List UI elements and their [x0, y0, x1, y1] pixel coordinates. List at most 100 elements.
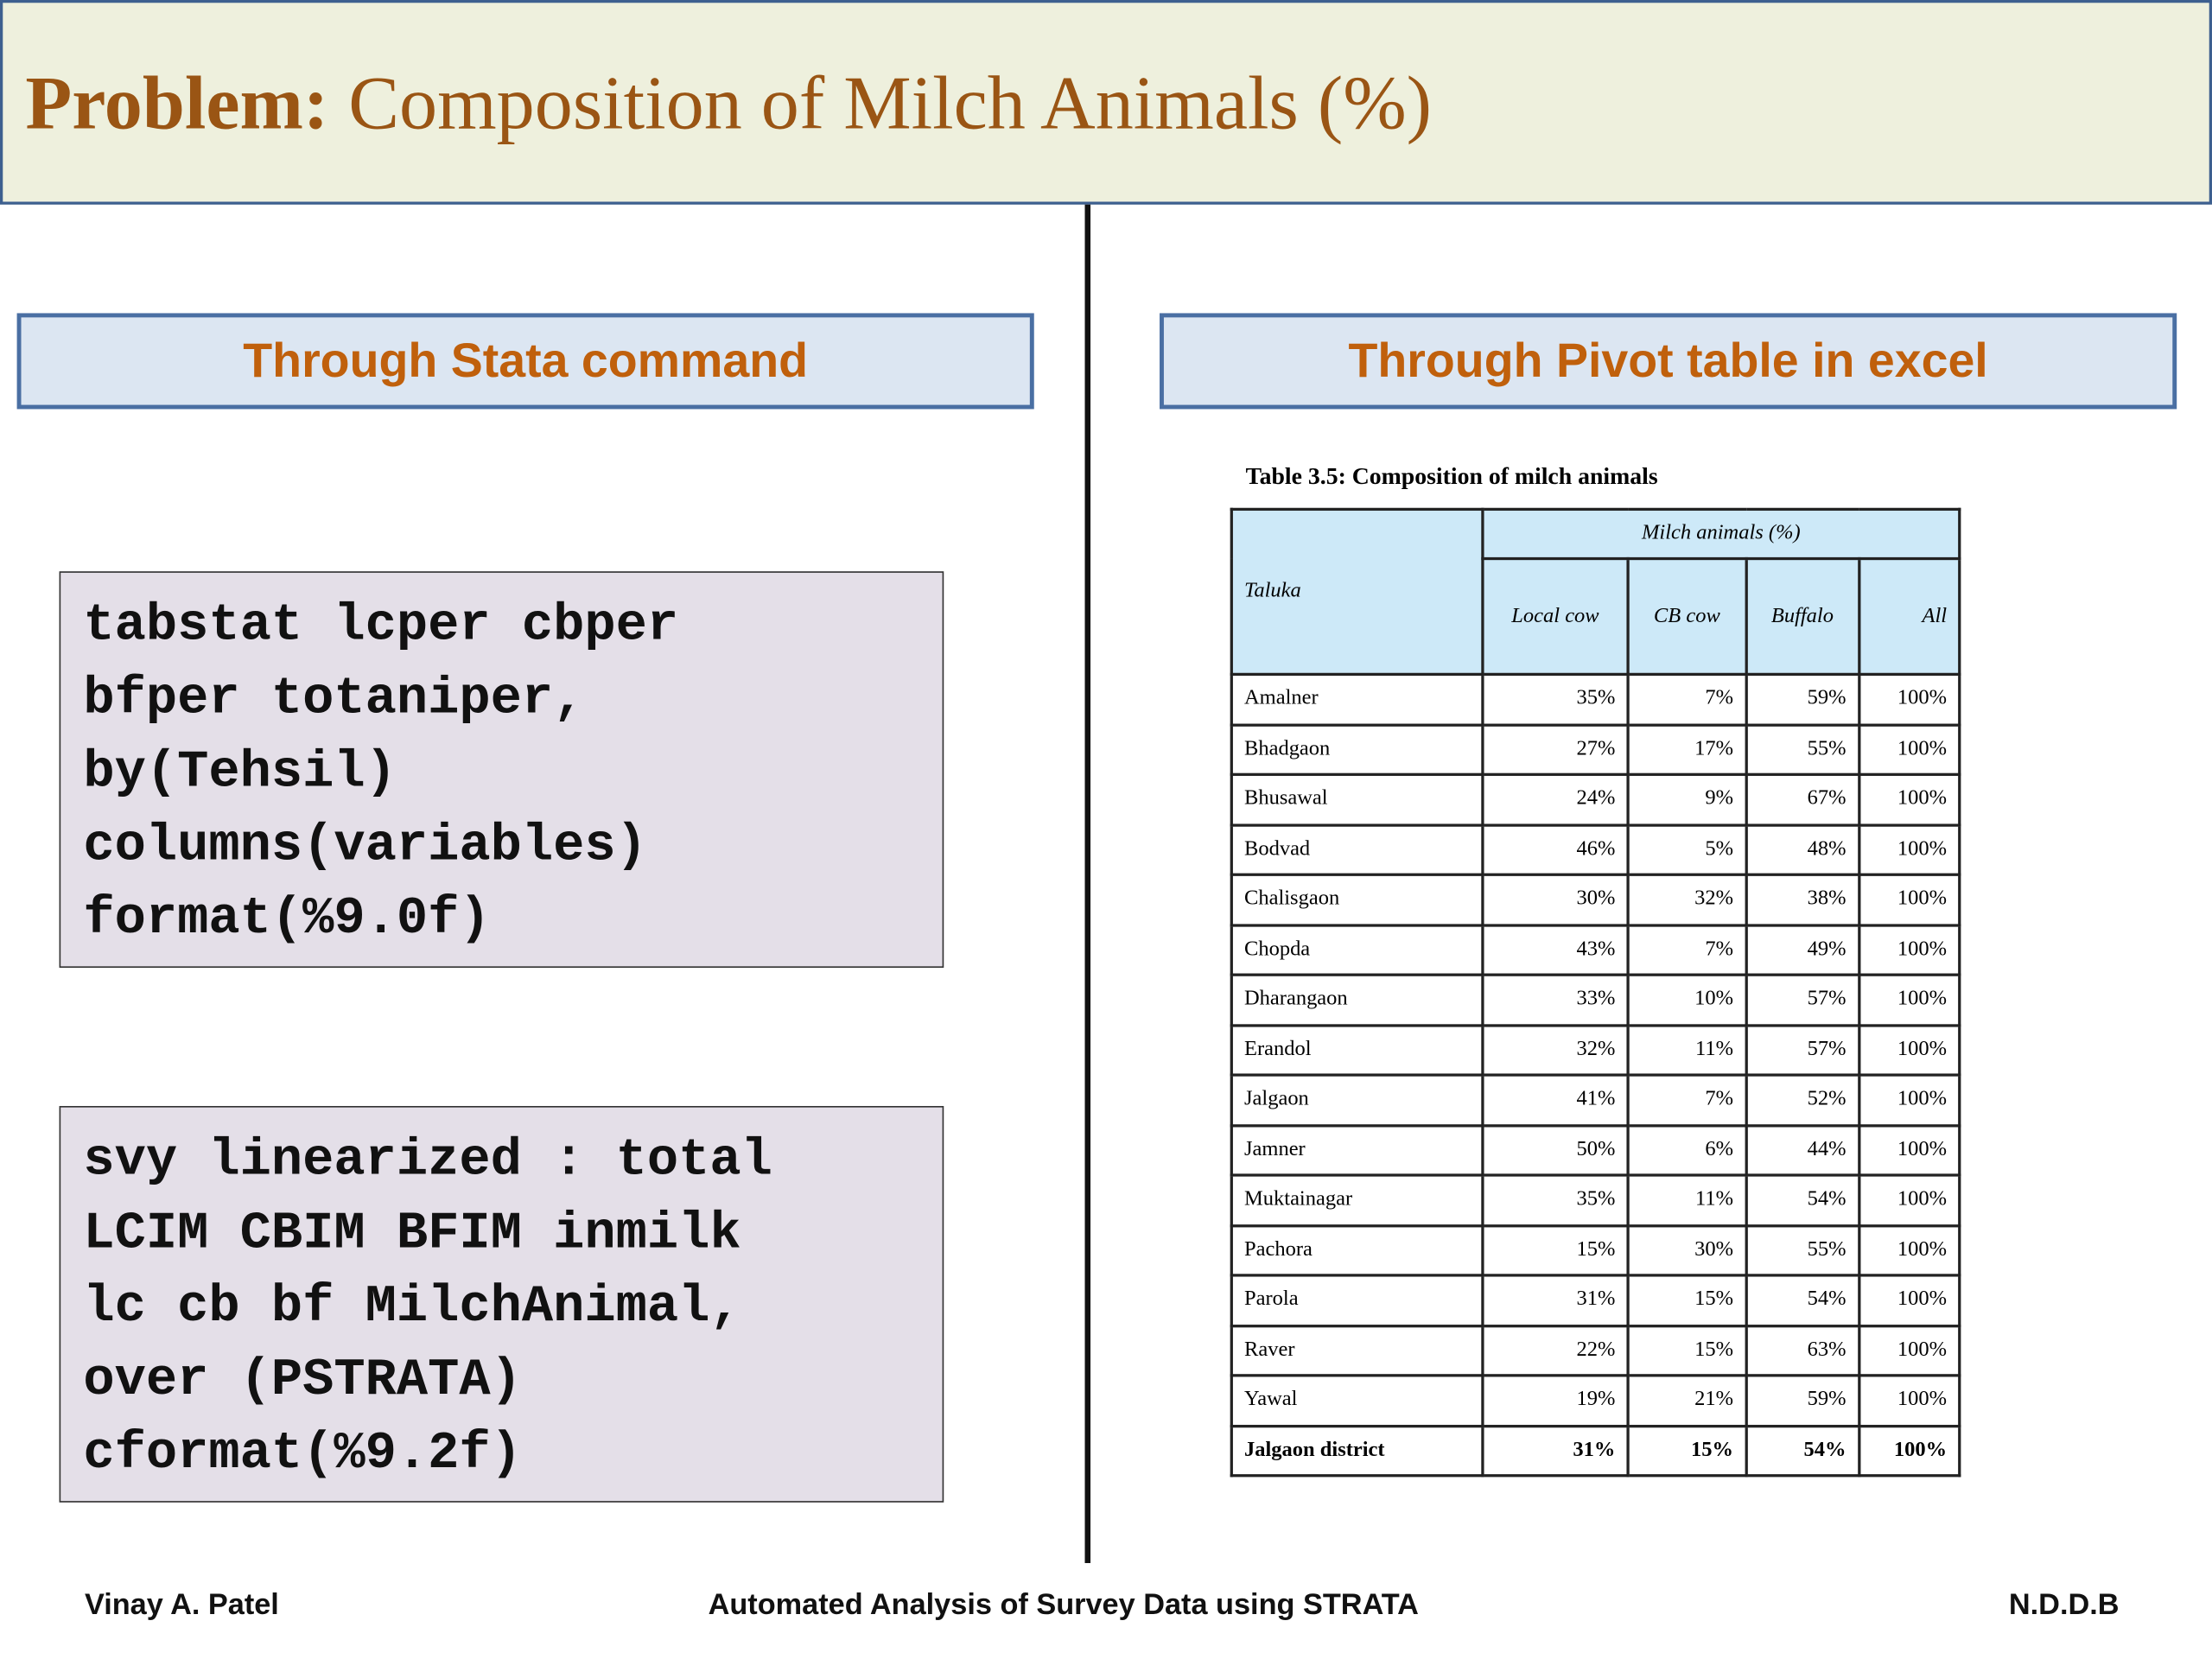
- table-cell: 100%: [1857, 1023, 1961, 1077]
- table-row: Amalner 35% 7% 59% 100%: [1230, 672, 1961, 726]
- code-line: columns(variables): [83, 817, 647, 876]
- table-cell: 7%: [1626, 672, 1748, 726]
- table-cell: 100%: [1857, 1123, 1961, 1177]
- table-cell: 31%: [1481, 1274, 1630, 1327]
- table-cell: 15%: [1626, 1274, 1748, 1327]
- table-cell: 17%: [1626, 722, 1748, 776]
- code-line: tabstat lcper cbper: [83, 596, 679, 657]
- table-cell: 100%: [1857, 1173, 1961, 1227]
- table-cell: 100%: [1857, 923, 1961, 976]
- code-block: svy linearized : total LCIM CBIM BFIM inm…: [59, 1105, 944, 1503]
- table-row: Parola 31% 15% 54% 100%: [1230, 1274, 1961, 1327]
- code-block: tabstat lcper cbper bfper totaniper, by(Te…: [59, 571, 944, 968]
- column-row: Local cow CB cow Buffalo All: [1231, 556, 1961, 677]
- table-cell: 15%: [1481, 1224, 1630, 1277]
- table-cell: 100%: [1857, 873, 1961, 926]
- table-cell: Dharangaon: [1230, 973, 1484, 1027]
- table-cell: 59%: [1745, 672, 1860, 726]
- table-cell: 48%: [1745, 823, 1860, 876]
- table-cell: Amalner: [1230, 672, 1484, 726]
- table-row: Jalgaon 41% 7% 52% 100%: [1230, 1073, 1961, 1127]
- table-cell: 100%: [1857, 672, 1961, 726]
- code-line: bfper totaniper,: [83, 670, 585, 730]
- table-cell: 30%: [1626, 1224, 1748, 1277]
- table-cell: Jamner: [1230, 1123, 1484, 1177]
- table-row: Bhusawal 24% 9% 67% 100%: [1230, 772, 1961, 826]
- code-line: LCIM CBIM BFIM inmilk: [83, 1205, 741, 1264]
- table-row: Erandol 32% 11% 57% 100%: [1230, 1023, 1961, 1077]
- table-cell: 52%: [1745, 1073, 1860, 1127]
- table-cell: 35%: [1481, 672, 1630, 726]
- footer-right: N.D.D.B: [2008, 1588, 2120, 1621]
- data-table: Taluka Milch animals (%) Local cow CB cow…: [1230, 507, 1961, 1478]
- footer-left: Vinay A. Patel: [84, 1588, 279, 1621]
- code-line: over (PSTRATA): [83, 1351, 522, 1411]
- table-head: Taluka Milch animals (%) Local cow CB cow…: [1230, 507, 1961, 677]
- table-cell: 100%: [1857, 1274, 1961, 1327]
- table-cell: 49%: [1745, 923, 1860, 976]
- right-heading: Through Pivot table in excel: [1160, 313, 2177, 410]
- table-cell: 50%: [1481, 1123, 1630, 1177]
- table-cell: 100%: [1857, 1374, 1961, 1427]
- table-cell: 100%: [1857, 1073, 1961, 1127]
- table-cell: 100%: [1857, 973, 1961, 1027]
- table-cell: 15%: [1626, 1324, 1748, 1377]
- table-row: Pachora 15% 30% 55% 100%: [1230, 1224, 1961, 1277]
- table-cell: Bhadgaon: [1230, 722, 1484, 776]
- table-cell: 57%: [1745, 1023, 1860, 1077]
- table-row: Bhadgaon 27% 17% 55% 100%: [1230, 722, 1961, 776]
- table-cell: 9%: [1626, 772, 1748, 826]
- code-line: svy linearized : total: [83, 1131, 772, 1191]
- table-body: Amalner 35% 7% 59% 100% Bhadgaon 27% 17% 55% 100%…: [1230, 672, 1961, 1478]
- table-cell: 7%: [1626, 1073, 1748, 1127]
- table-cell: 55%: [1745, 1224, 1860, 1277]
- left-heading: Through Stata command: [16, 313, 1034, 410]
- table-cell: 100%: [1857, 1324, 1961, 1377]
- table-cell: Yawal: [1230, 1374, 1484, 1427]
- table-cell: 27%: [1481, 722, 1630, 776]
- table-cell: 15%: [1626, 1424, 1748, 1478]
- table-cell: Bodvad: [1230, 823, 1484, 876]
- table-cell: 54%: [1745, 1424, 1860, 1478]
- column-header: CB cow: [1626, 556, 1748, 677]
- row-header: Taluka: [1230, 507, 1484, 677]
- header-row: Taluka Milch animals (%): [1230, 507, 1961, 677]
- table-cell: 44%: [1745, 1123, 1860, 1177]
- table-cell: 100%: [1857, 1424, 1961, 1478]
- table-cell: 10%: [1626, 973, 1748, 1027]
- table-cell: Parola: [1230, 1274, 1484, 1327]
- table-cell: 54%: [1745, 1173, 1860, 1227]
- table-cell: 100%: [1857, 1224, 1961, 1277]
- table-cell: 7%: [1626, 923, 1748, 976]
- table-cell: 57%: [1745, 973, 1860, 1027]
- column-header: Local cow: [1481, 556, 1630, 677]
- code-line: lc cb bf MilchAnimal,: [83, 1278, 741, 1338]
- table-cell: Pachora: [1230, 1224, 1484, 1277]
- table-cell: 5%: [1626, 823, 1748, 876]
- table-cell: 67%: [1745, 772, 1860, 826]
- table-cell: Chopda: [1230, 923, 1484, 976]
- table-cell: Bhusawal: [1230, 772, 1484, 826]
- table-cell: 32%: [1626, 873, 1748, 926]
- table-row: Chopda 43% 7% 49% 100%: [1230, 923, 1961, 976]
- table-row: Jalgaon district 31% 15% 54% 100%: [1230, 1424, 1961, 1478]
- table-cell: Jalgaon: [1230, 1073, 1484, 1127]
- group-header: Milch animals (%): [1481, 507, 1961, 561]
- table-cell: 11%: [1626, 1173, 1748, 1227]
- code-line: cformat(%9.2f): [83, 1424, 522, 1484]
- table-row: Chalisgaon 30% 32% 38% 100%: [1230, 873, 1961, 926]
- table-cell: 19%: [1481, 1374, 1630, 1427]
- footer-center: Automated Analysis of Survey Data using …: [708, 1588, 1419, 1621]
- table-cell: 41%: [1481, 1073, 1630, 1127]
- table-cell: 100%: [1857, 772, 1961, 826]
- table-cell: 100%: [1857, 823, 1961, 876]
- table-caption: Table 3.5: Composition of milch animals: [1245, 462, 1658, 490]
- table-cell: Chalisgaon: [1230, 873, 1484, 926]
- title-bold: Problem:: [25, 60, 329, 146]
- table-cell: 31%: [1481, 1424, 1630, 1478]
- table-row: Yawal 19% 21% 59% 100%: [1230, 1374, 1961, 1427]
- table-cell: 22%: [1481, 1324, 1630, 1377]
- table-cell: Erandol: [1230, 1023, 1484, 1077]
- table-cell: 35%: [1481, 1173, 1630, 1227]
